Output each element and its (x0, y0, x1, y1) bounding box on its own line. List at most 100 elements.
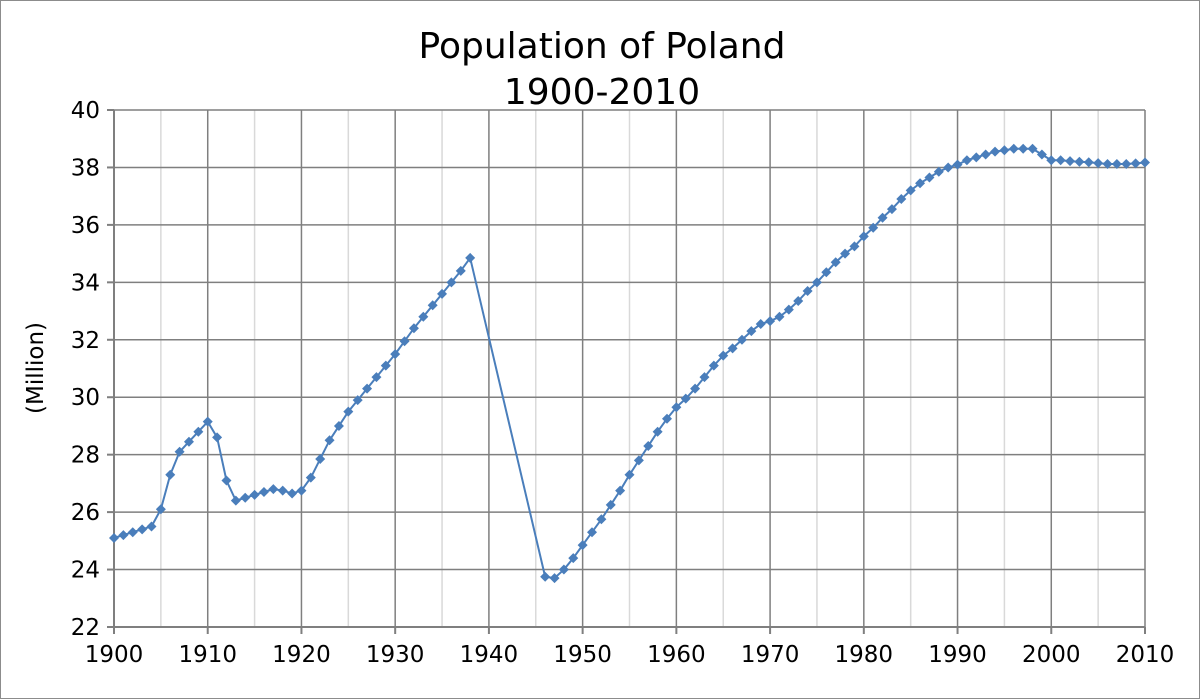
data-point-1980 (858, 231, 869, 242)
data-point-1948 (558, 564, 569, 575)
data-point-2002 (1065, 156, 1076, 167)
data-point-1925 (343, 406, 354, 417)
data-point-1995 (999, 145, 1010, 156)
data-point-1928 (371, 372, 382, 383)
data-point-1923 (324, 435, 335, 446)
x-tick-label-1930: 1930 (366, 642, 425, 668)
y-tick-label-26: 26 (71, 500, 100, 526)
data-point-1975 (811, 277, 822, 288)
data-point-1953 (605, 499, 616, 510)
data-point-1905 (155, 504, 166, 515)
data-point-1930 (390, 349, 401, 360)
data-point-1961 (680, 393, 691, 404)
data-point-1992 (971, 152, 982, 163)
data-point-1902 (127, 527, 138, 538)
data-point-1959 (661, 413, 672, 424)
data-point-1938 (465, 252, 476, 263)
data-point-1951 (587, 527, 598, 538)
data-point-1973 (793, 296, 804, 307)
minor-gridlines (160, 110, 1099, 627)
data-point-1947 (549, 573, 560, 584)
data-point-1921 (305, 472, 316, 483)
data-point-1969 (755, 318, 766, 329)
data-point-1963 (699, 372, 710, 383)
data-point-1971 (774, 311, 785, 322)
data-point-1956 (633, 455, 644, 466)
data-point-1931 (399, 336, 410, 347)
data-point-1929 (380, 360, 391, 371)
data-point-1974 (802, 285, 813, 296)
data-point-1934 (427, 300, 438, 311)
data-point-1960 (671, 402, 682, 413)
data-point-1970 (765, 316, 776, 327)
data-point-1918 (277, 485, 288, 496)
data-point-1914 (240, 492, 251, 503)
data-point-1991 (961, 155, 972, 166)
data-point-1967 (736, 334, 747, 345)
major-gridlines (114, 109, 1146, 627)
data-point-1946 (540, 571, 551, 582)
data-point-1989 (943, 162, 954, 173)
data-point-1911 (212, 432, 223, 443)
data-point-2008 (1121, 158, 1132, 169)
data-point-1958 (652, 426, 663, 437)
data-point-1903 (137, 524, 148, 535)
data-point-1972 (783, 304, 794, 315)
data-point-1908 (183, 436, 194, 447)
data-point-1997 (1018, 143, 1029, 154)
x-tick-labels: 1900 1910 1920 1930 1940 1950 1960 1970 1980 1990… (85, 642, 1175, 668)
data-point-1994 (990, 146, 1001, 157)
y-tick-label-30: 30 (71, 385, 100, 411)
data-point-1901 (118, 530, 129, 541)
data-point-1922 (315, 453, 326, 464)
x-tick-label-1990: 1990 (928, 642, 987, 668)
data-point-1965 (718, 350, 729, 361)
y-tick-label-36: 36 (71, 213, 100, 239)
data-point-1993 (980, 149, 991, 160)
data-point-1954 (615, 485, 626, 496)
y-tick-label-28: 28 (71, 443, 100, 469)
data-point-1917 (268, 484, 279, 495)
axes (107, 109, 1146, 634)
data-point-1981 (868, 222, 879, 233)
data-point-2005 (1093, 158, 1104, 169)
data-point-1950 (577, 540, 588, 551)
data-point-1924 (333, 420, 344, 431)
data-point-1907 (174, 446, 185, 457)
data-point-1912 (221, 475, 232, 486)
chart-title: Population of Poland (419, 26, 786, 67)
data-point-1984 (896, 194, 907, 205)
data-point-1962 (690, 383, 701, 394)
data-point-1937 (455, 265, 466, 276)
y-tick-label-22: 22 (71, 615, 100, 641)
series-layer (109, 143, 1150, 584)
data-point-1913 (230, 495, 241, 506)
chart-subtitle: 1900-2010 (504, 72, 700, 113)
data-point-1916 (258, 487, 269, 498)
data-point-1977 (830, 257, 841, 268)
data-point-1900 (109, 532, 119, 543)
data-point-1986 (915, 178, 926, 189)
data-point-1976 (821, 267, 832, 278)
data-point-1926 (352, 395, 363, 406)
x-tick-label-1950: 1950 (553, 642, 612, 668)
data-point-1988 (933, 166, 944, 177)
x-tick-label-1960: 1960 (647, 642, 706, 668)
data-point-1996 (1008, 143, 1019, 154)
data-point-1932 (408, 323, 419, 334)
data-point-1919 (287, 488, 298, 499)
x-tick-label-1900: 1900 (85, 642, 144, 668)
data-point-1933 (418, 311, 429, 322)
data-point-2009 (1130, 158, 1141, 169)
x-tick-label-1940: 1940 (460, 642, 519, 668)
data-point-1990 (952, 159, 963, 170)
data-point-1949 (568, 553, 579, 564)
data-point-1920 (296, 485, 307, 496)
data-point-1936 (446, 277, 457, 288)
data-point-1955 (624, 469, 635, 480)
data-point-1966 (727, 343, 738, 354)
data-point-2007 (1111, 158, 1122, 169)
data-point-1915 (249, 489, 260, 500)
